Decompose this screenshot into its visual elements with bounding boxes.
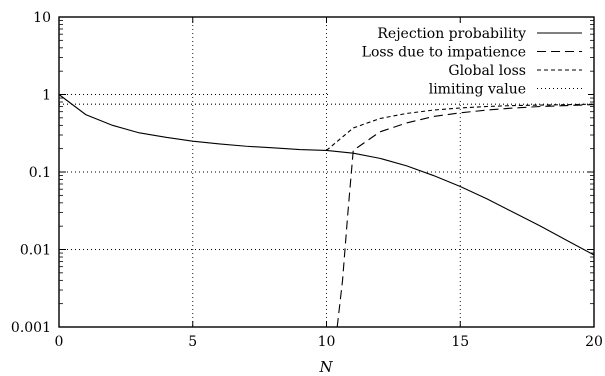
x-tick-label: 0	[55, 334, 64, 350]
y-tick-labels: 0.001 0.01 0.1 1 10	[11, 10, 51, 336]
legend: Rejection probability Loss due to impatie…	[330, 25, 588, 99]
y-tick-label: 0.001	[11, 320, 51, 336]
y-tick-label: 10	[33, 10, 51, 26]
x-axis-label: N	[318, 358, 333, 376]
legend-entry-bg	[330, 80, 588, 99]
x-tick-label: 10	[318, 334, 336, 350]
x-tick-label: 5	[188, 334, 197, 350]
legend-label-loss-due-to-impatience: Loss due to impatience	[362, 45, 526, 61]
series-line-rejection-probability	[58, 94, 595, 256]
series-line-global-loss	[326, 103, 595, 151]
legend-entry-bg	[330, 25, 588, 44]
axis-ticks	[58, 16, 595, 328]
legend-label-rejection-probability: Rejection probability	[377, 26, 526, 42]
y-tick-label: 0.1	[29, 165, 51, 181]
legend-label-global-loss: Global loss	[448, 63, 526, 79]
x-tick-labels: 0 5 10 15 20	[55, 334, 603, 350]
y-tick-label: 0.01	[20, 243, 51, 259]
series-line-loss-due-to-impatience	[336, 104, 595, 328]
plot-series	[58, 94, 595, 328]
legend-label-limiting-value: limiting value	[429, 82, 526, 98]
legend-entry-bg	[330, 62, 588, 81]
legend-entry-bg	[330, 43, 588, 62]
x-tick-label: 15	[451, 334, 469, 350]
x-tick-label: 20	[585, 334, 603, 350]
y-tick-label: 1	[42, 88, 51, 104]
